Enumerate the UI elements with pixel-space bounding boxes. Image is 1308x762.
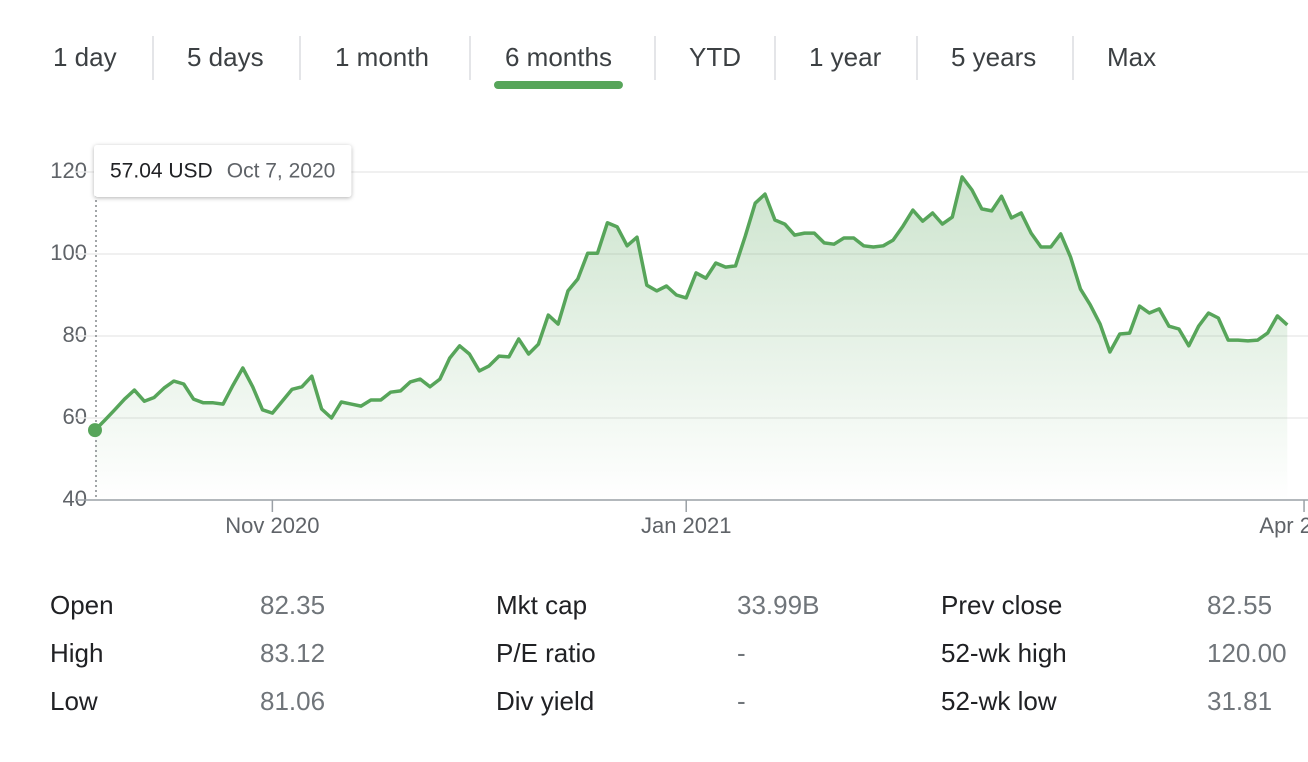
stat-label: High <box>50 638 103 668</box>
y-tick-label: 120 <box>50 158 87 183</box>
y-tick-label: 60 <box>63 404 87 429</box>
tab[interactable]: 1 day <box>53 42 117 72</box>
tab[interactable]: Max <box>1107 42 1156 72</box>
tooltip-box <box>94 145 352 197</box>
tab[interactable]: YTD <box>689 42 741 72</box>
x-tick-label: Jan 2021 <box>641 513 732 538</box>
stat-label: Low <box>50 686 98 716</box>
tab[interactable]: 1 month <box>335 42 429 72</box>
stat-value: - <box>737 638 746 668</box>
stat-label: Mkt cap <box>496 590 587 620</box>
stat-value: 82.55 <box>1207 590 1272 620</box>
stat-value: 83.12 <box>260 638 325 668</box>
tab[interactable]: 5 years <box>951 42 1036 72</box>
stat-label: 52-wk high <box>941 638 1067 668</box>
stat-label: Div yield <box>496 686 594 716</box>
stat-label: P/E ratio <box>496 638 596 668</box>
stat-value: 33.99B <box>737 590 819 620</box>
y-tick-label: 40 <box>63 486 87 511</box>
area-fill <box>95 176 1288 500</box>
stat-value: 120.00 <box>1207 638 1287 668</box>
active-tab-indicator <box>494 81 623 89</box>
tab[interactable]: 6 months <box>505 42 612 72</box>
stat-value: - <box>737 686 746 716</box>
hover-point <box>88 423 102 438</box>
stat-label: Open <box>50 590 114 620</box>
tab[interactable]: 5 days <box>187 42 264 72</box>
stat-label: 52-wk low <box>941 686 1057 716</box>
y-tick-label: 80 <box>63 322 87 347</box>
x-tick-label: Nov 2020 <box>225 513 319 538</box>
stat-label: Prev close <box>941 590 1062 620</box>
y-tick-label: 100 <box>50 240 87 265</box>
price-line <box>93 175 1289 432</box>
tooltip-date: Oct 7, 2020 <box>227 160 336 183</box>
tab[interactable]: 1 year <box>809 42 882 72</box>
stat-value: 82.35 <box>260 590 325 620</box>
tooltip: 57.04 USD Oct 7, 2020 <box>94 145 352 197</box>
tooltip-price: 57.04 USD <box>110 160 213 183</box>
stat-value: 31.81 <box>1207 686 1272 716</box>
x-tick-label: Apr 2021 <box>1259 513 1308 538</box>
stat-value: 81.06 <box>260 686 325 716</box>
